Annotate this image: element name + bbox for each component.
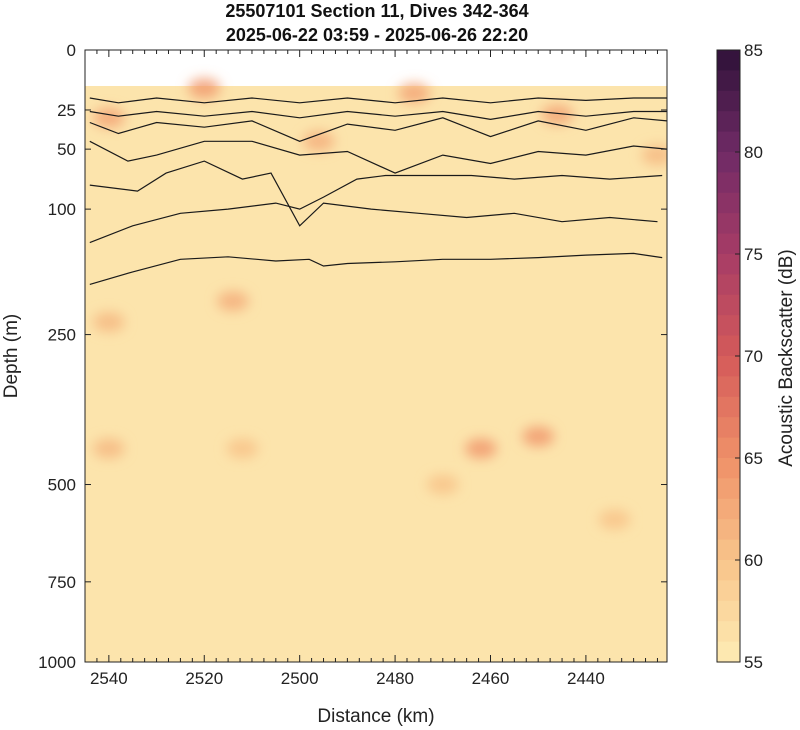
chart-title: 25507101 Section 11, Dives 342-364 [225, 1, 528, 21]
colorbar-band [717, 519, 740, 541]
colorbar-band [717, 498, 740, 520]
colorbar-tick-label: 70 [744, 347, 763, 366]
colorbar-band [717, 376, 740, 398]
colorbar-tick-label: 55 [744, 653, 763, 672]
y-axis: 0 25 50 100 250 500 750 1000 [38, 41, 667, 672]
colorbar-band [717, 274, 740, 296]
colorbar-band [717, 560, 740, 581]
contour-line-3 [89, 140, 667, 174]
colorbar-tick-label: 60 [744, 551, 763, 570]
hotspot-1 [92, 107, 125, 128]
colorbar-band [717, 50, 740, 71]
colorbar-band [717, 478, 740, 500]
hotspot-8 [522, 426, 555, 447]
contour-line-0 [89, 97, 667, 104]
colorbar-tick-label: 65 [744, 449, 763, 468]
contour-line-1 [89, 110, 667, 121]
hotspot-5 [216, 291, 249, 312]
hotspot-2 [302, 131, 335, 152]
x-tick-label: 2540 [90, 669, 128, 688]
contour-line-4 [89, 160, 658, 227]
colorbar-band [717, 294, 740, 316]
colorbar-band [717, 580, 740, 602]
y-tick-label: 50 [57, 140, 76, 159]
colorbar-band [717, 172, 740, 194]
colorbar-band [717, 131, 740, 153]
plot-frame [84, 49, 668, 663]
colorbar-band [717, 600, 740, 622]
hotspot-11 [426, 474, 459, 495]
hotspot-4 [541, 104, 574, 125]
x-tick-label: 2520 [185, 669, 223, 688]
x-axis-label: Distance (km) [317, 706, 434, 727]
colorbar-tick-label: 80 [744, 143, 763, 162]
hotspot-13 [641, 145, 667, 166]
y-tick-label: 25 [57, 101, 76, 120]
contour-line-6 [89, 252, 663, 285]
colorbar-band [717, 458, 740, 479]
x-tick-label: 2460 [472, 669, 510, 688]
hotspot-10 [226, 438, 259, 459]
colorbar-band [717, 213, 740, 235]
colorbar-band [717, 335, 740, 357]
colorbar-band [717, 192, 740, 214]
colorbar-band [717, 621, 740, 643]
hotspot-3 [398, 83, 431, 104]
colorbar-band [717, 90, 740, 112]
colorbar-band [717, 539, 740, 561]
colorbar-band [717, 396, 740, 418]
plot-area [84, 49, 668, 663]
colorbar-band [717, 111, 740, 133]
colorbar-tick-label: 75 [744, 245, 763, 264]
contour-lines [89, 97, 667, 285]
colorbar-band [717, 233, 740, 255]
hotspot-12 [598, 509, 631, 530]
colorbar-band [717, 641, 740, 663]
y-tick-label: 750 [48, 573, 76, 592]
y-tick-label: 500 [48, 476, 76, 495]
y-tick-label: 100 [48, 200, 76, 219]
colorbar-band [717, 315, 740, 337]
colorbar-tick-label: 85 [744, 41, 763, 60]
chart-subtitle: 2025-06-22 03:59 - 2025-06-26 22:20 [226, 25, 528, 45]
colorbar-band [717, 70, 740, 92]
x-axis: 2540 2520 2500 2480 2460 2440 [90, 50, 658, 688]
x-tick-label: 2480 [376, 669, 414, 688]
colorbar: 55 60 65 70 75 80 85 [716, 41, 763, 672]
hotspot-6 [92, 312, 125, 333]
y-tick-label: 1000 [38, 653, 76, 672]
data-field [85, 85, 667, 663]
colorbar-band [717, 437, 740, 459]
colorbar-band [717, 254, 740, 275]
x-tick-label: 2500 [281, 669, 319, 688]
x-tick-label: 2440 [567, 669, 605, 688]
contour-line-5 [89, 174, 663, 244]
y-tick-label: 0 [67, 41, 76, 60]
colorbar-band [717, 356, 740, 377]
hotspot-0 [188, 78, 221, 99]
colorbar-band [717, 152, 740, 173]
hotspot-7 [464, 438, 497, 459]
y-axis-label: Depth (m) [1, 314, 22, 398]
y-tick-label: 250 [48, 326, 76, 345]
contour-line-2 [89, 117, 667, 142]
colorbar-label: Acoustic Backscatter (dB) [776, 249, 797, 467]
colorbar-band [717, 417, 740, 439]
hotspot-9 [92, 438, 125, 459]
